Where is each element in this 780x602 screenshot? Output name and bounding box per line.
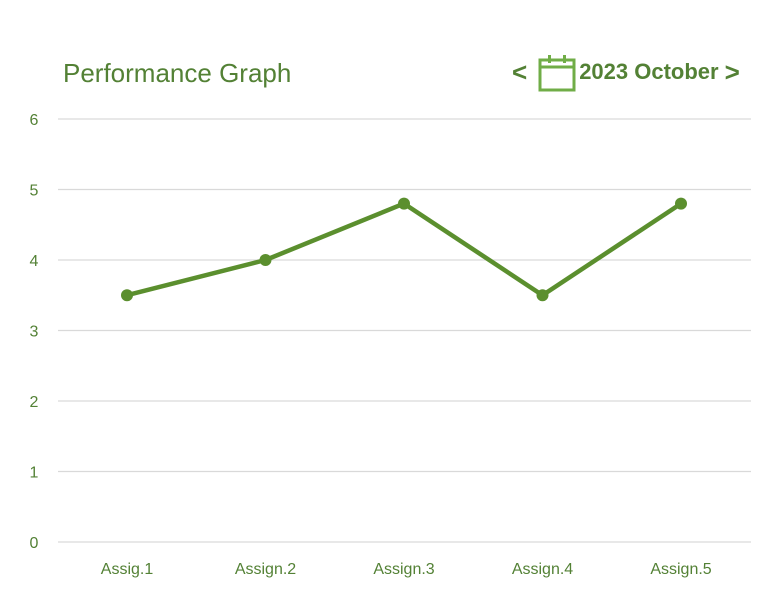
y-tick-label: 2 xyxy=(30,394,39,411)
y-tick-label: 1 xyxy=(30,465,39,482)
y-tick-label: 6 xyxy=(30,112,39,129)
series-line xyxy=(124,201,684,298)
data-point xyxy=(398,197,410,210)
period-navigator: < 2023 October > xyxy=(510,52,742,92)
y-tick-label: 3 xyxy=(30,324,39,341)
prev-period-button[interactable]: < xyxy=(512,57,528,87)
chart-title: Performance Graph xyxy=(63,58,292,88)
calendar-icon[interactable] xyxy=(537,52,577,92)
data-point xyxy=(536,289,549,302)
next-period-button[interactable]: > xyxy=(724,57,740,87)
y-tick-label: 4 xyxy=(30,253,39,270)
data-point xyxy=(121,289,133,302)
x-tick-label: Assign.3 xyxy=(373,561,434,578)
data-point xyxy=(259,254,272,266)
x-tick-label: Assig.1 xyxy=(101,561,154,578)
x-tick-label: Assign.4 xyxy=(512,561,573,578)
x-tick-label: Assign.2 xyxy=(235,561,296,578)
x-tick-label: Assign.5 xyxy=(650,561,711,578)
data-point xyxy=(675,197,687,210)
y-tick-label: 5 xyxy=(30,183,39,200)
period-label[interactable]: 2023 October xyxy=(579,59,719,84)
y-tick-label: 0 xyxy=(30,535,39,552)
